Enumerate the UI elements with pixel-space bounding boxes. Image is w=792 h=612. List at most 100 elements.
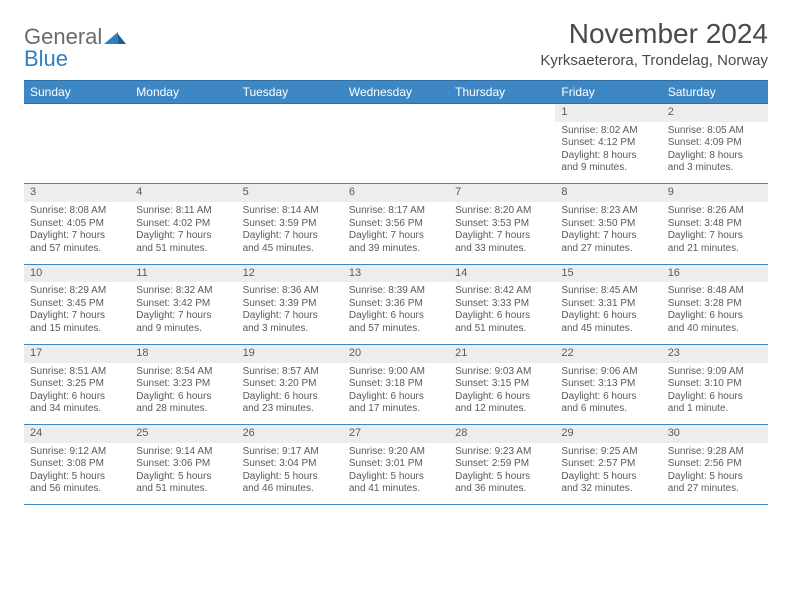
day-number: 16 xyxy=(662,264,768,282)
page-header: General Blue November 2024 Kyrksaeterora… xyxy=(24,18,768,72)
day-number: 1 xyxy=(555,104,661,122)
day-content-row: Sunrise: 8:29 AMSunset: 3:45 PMDaylight:… xyxy=(24,282,768,344)
daylight-text: Daylight: 7 hours xyxy=(668,230,762,243)
daylight-text: Daylight: 6 hours xyxy=(561,310,655,323)
daylight-text: Daylight: 7 hours xyxy=(30,230,124,243)
day-cell: Sunrise: 8:26 AMSunset: 3:48 PMDaylight:… xyxy=(662,202,768,264)
day-cell: Sunrise: 8:51 AMSunset: 3:25 PMDaylight:… xyxy=(24,363,130,425)
calendar-body: 12 Sunrise: 8:02 AMSunset: 4:12 PMDayligh… xyxy=(24,104,768,505)
day-number: 26 xyxy=(237,425,343,443)
sunrise-text: Sunrise: 8:02 AM xyxy=(561,125,655,138)
day-number: 28 xyxy=(449,425,555,443)
day-cell: Sunrise: 8:45 AMSunset: 3:31 PMDaylight:… xyxy=(555,282,661,344)
sunrise-text: Sunrise: 8:45 AM xyxy=(561,285,655,298)
day-number: 17 xyxy=(24,344,130,362)
daylight-text: Daylight: 6 hours xyxy=(349,310,443,323)
sunset-text: Sunset: 4:09 PM xyxy=(668,137,762,150)
sunrise-text: Sunrise: 8:54 AM xyxy=(136,366,230,379)
daylight-text: Daylight: 5 hours xyxy=(668,471,762,484)
sunrise-text: Sunrise: 8:26 AM xyxy=(668,205,762,218)
day-cell xyxy=(343,122,449,184)
weekday-header: Thursday xyxy=(449,81,555,104)
daylight-text: Daylight: 6 hours xyxy=(561,391,655,404)
daylight-text: Daylight: 5 hours xyxy=(349,471,443,484)
daylight-text: Daylight: 7 hours xyxy=(30,310,124,323)
day-cell: Sunrise: 9:06 AMSunset: 3:13 PMDaylight:… xyxy=(555,363,661,425)
day-cell: Sunrise: 8:17 AMSunset: 3:56 PMDaylight:… xyxy=(343,202,449,264)
sunset-text: Sunset: 3:56 PM xyxy=(349,218,443,231)
day-cell: Sunrise: 8:29 AMSunset: 3:45 PMDaylight:… xyxy=(24,282,130,344)
day-cell xyxy=(237,122,343,184)
daylight-text: and 51 minutes. xyxy=(455,323,549,336)
daylight-text: and 9 minutes. xyxy=(561,162,655,175)
day-number: 27 xyxy=(343,425,449,443)
sunset-text: Sunset: 3:10 PM xyxy=(668,378,762,391)
daylight-text: and 51 minutes. xyxy=(136,483,230,496)
sunrise-text: Sunrise: 8:29 AM xyxy=(30,285,124,298)
daylight-text: and 21 minutes. xyxy=(668,243,762,256)
daylight-text: and 57 minutes. xyxy=(349,323,443,336)
day-cell: Sunrise: 9:03 AMSunset: 3:15 PMDaylight:… xyxy=(449,363,555,425)
day-number-row: 17181920212223 xyxy=(24,344,768,362)
sunset-text: Sunset: 2:57 PM xyxy=(561,458,655,471)
sunset-text: Sunset: 3:13 PM xyxy=(561,378,655,391)
day-cell: Sunrise: 8:02 AMSunset: 4:12 PMDaylight:… xyxy=(555,122,661,184)
day-cell: Sunrise: 9:14 AMSunset: 3:06 PMDaylight:… xyxy=(130,443,236,505)
calendar-table: SundayMondayTuesdayWednesdayThursdayFrid… xyxy=(24,80,768,505)
day-cell: Sunrise: 8:23 AMSunset: 3:50 PMDaylight:… xyxy=(555,202,661,264)
daylight-text: and 23 minutes. xyxy=(243,403,337,416)
daylight-text: and 33 minutes. xyxy=(455,243,549,256)
sunrise-text: Sunrise: 8:42 AM xyxy=(455,285,549,298)
daylight-text: Daylight: 6 hours xyxy=(243,391,337,404)
daylight-text: Daylight: 7 hours xyxy=(243,310,337,323)
day-cell: Sunrise: 8:11 AMSunset: 4:02 PMDaylight:… xyxy=(130,202,236,264)
day-number: 14 xyxy=(449,264,555,282)
weekday-header-row: SundayMondayTuesdayWednesdayThursdayFrid… xyxy=(24,81,768,104)
weekday-header: Saturday xyxy=(662,81,768,104)
day-number: 24 xyxy=(24,425,130,443)
sunset-text: Sunset: 3:08 PM xyxy=(30,458,124,471)
sunrise-text: Sunrise: 8:39 AM xyxy=(349,285,443,298)
day-content-row: Sunrise: 8:51 AMSunset: 3:25 PMDaylight:… xyxy=(24,363,768,425)
day-number: 13 xyxy=(343,264,449,282)
daylight-text: Daylight: 7 hours xyxy=(455,230,549,243)
day-number: 18 xyxy=(130,344,236,362)
sunrise-text: Sunrise: 8:05 AM xyxy=(668,125,762,138)
daylight-text: and 36 minutes. xyxy=(455,483,549,496)
daylight-text: Daylight: 6 hours xyxy=(668,391,762,404)
day-content-row: Sunrise: 9:12 AMSunset: 3:08 PMDaylight:… xyxy=(24,443,768,505)
sunrise-text: Sunrise: 9:09 AM xyxy=(668,366,762,379)
day-number xyxy=(343,104,449,122)
day-cell: Sunrise: 9:12 AMSunset: 3:08 PMDaylight:… xyxy=(24,443,130,505)
daylight-text: Daylight: 7 hours xyxy=(349,230,443,243)
sunset-text: Sunset: 3:45 PM xyxy=(30,298,124,311)
sunrise-text: Sunrise: 8:20 AM xyxy=(455,205,549,218)
sunrise-text: Sunrise: 8:14 AM xyxy=(243,205,337,218)
sunrise-text: Sunrise: 8:32 AM xyxy=(136,285,230,298)
daylight-text: and 40 minutes. xyxy=(668,323,762,336)
day-cell: Sunrise: 8:20 AMSunset: 3:53 PMDaylight:… xyxy=(449,202,555,264)
day-cell: Sunrise: 8:05 AMSunset: 4:09 PMDaylight:… xyxy=(662,122,768,184)
sunset-text: Sunset: 3:18 PM xyxy=(349,378,443,391)
day-number: 12 xyxy=(237,264,343,282)
sunset-text: Sunset: 4:02 PM xyxy=(136,218,230,231)
daylight-text: Daylight: 7 hours xyxy=(561,230,655,243)
daylight-text: and 1 minute. xyxy=(668,403,762,416)
day-content-row: Sunrise: 8:02 AMSunset: 4:12 PMDaylight:… xyxy=(24,122,768,184)
day-number-row: 10111213141516 xyxy=(24,264,768,282)
day-number: 21 xyxy=(449,344,555,362)
daylight-text: Daylight: 5 hours xyxy=(136,471,230,484)
sunrise-text: Sunrise: 8:23 AM xyxy=(561,205,655,218)
day-number: 9 xyxy=(662,184,768,202)
weekday-header: Sunday xyxy=(24,81,130,104)
sunrise-text: Sunrise: 8:11 AM xyxy=(136,205,230,218)
daylight-text: and 39 minutes. xyxy=(349,243,443,256)
daylight-text: and 51 minutes. xyxy=(136,243,230,256)
day-number: 25 xyxy=(130,425,236,443)
daylight-text: Daylight: 5 hours xyxy=(30,471,124,484)
sunrise-text: Sunrise: 9:00 AM xyxy=(349,366,443,379)
sunset-text: Sunset: 3:33 PM xyxy=(455,298,549,311)
daylight-text: Daylight: 8 hours xyxy=(668,150,762,163)
sunset-text: Sunset: 3:15 PM xyxy=(455,378,549,391)
daylight-text: Daylight: 7 hours xyxy=(136,310,230,323)
